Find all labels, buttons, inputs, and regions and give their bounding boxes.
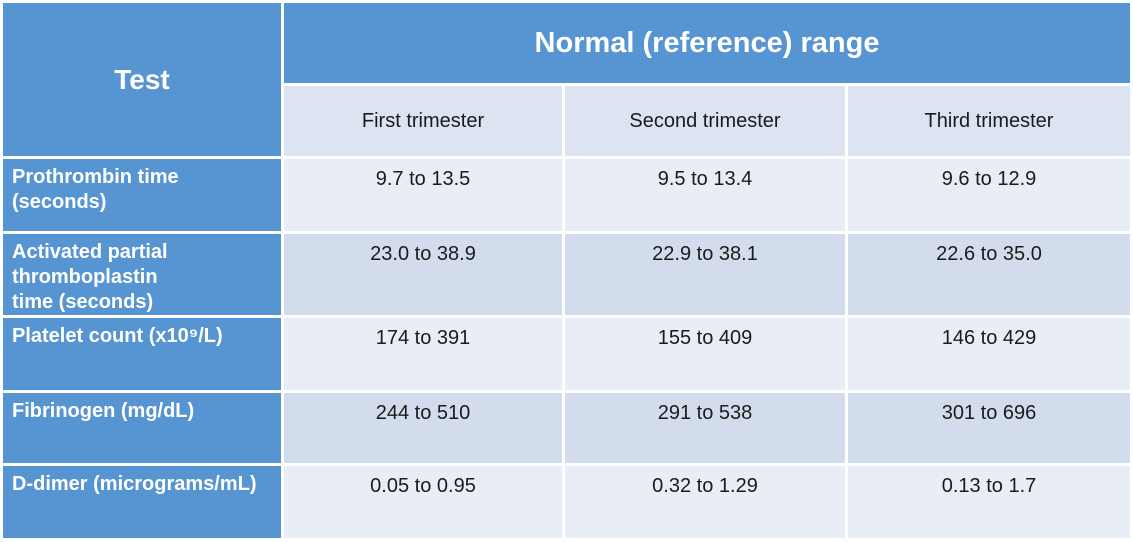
value-cell: 244 to 510 — [284, 393, 562, 463]
value-cell: 0.13 to 1.7 — [848, 466, 1130, 538]
value-cell: 0.32 to 1.29 — [565, 466, 845, 538]
table-row: Activated partial thromboplastin time (s… — [3, 234, 1130, 315]
value-cell: 9.7 to 13.5 — [284, 159, 562, 231]
column-header-first-trimester: First trimester — [284, 86, 562, 156]
row-label-d-dimer: D-dimer (micrograms/mL) — [3, 466, 281, 538]
value-cell: 9.6 to 12.9 — [848, 159, 1130, 231]
value-cell: 301 to 696 — [848, 393, 1130, 463]
value-cell: 22.9 to 38.1 — [565, 234, 845, 315]
value-cell: 291 to 538 — [565, 393, 845, 463]
value-cell: 9.5 to 13.4 — [565, 159, 845, 231]
row-label-prothrombin-time: Prothrombin time (seconds) — [3, 159, 281, 231]
value-cell: 155 to 409 — [565, 318, 845, 390]
table-row: D-dimer (micrograms/mL) 0.05 to 0.95 0.3… — [3, 466, 1130, 538]
table-row: Platelet count (x10⁹/L) 174 to 391 155 t… — [3, 318, 1130, 390]
value-cell: 174 to 391 — [284, 318, 562, 390]
value-cell: 0.05 to 0.95 — [284, 466, 562, 538]
column-header-third-trimester: Third trimester — [848, 86, 1130, 156]
row-label-fibrinogen: Fibrinogen (mg/dL) — [3, 393, 281, 463]
test-column-header: Test — [3, 3, 281, 156]
table-row: Prothrombin time (seconds) 9.7 to 13.5 9… — [3, 159, 1130, 231]
value-cell: 22.6 to 35.0 — [848, 234, 1130, 315]
normal-range-header: Normal (reference) range — [284, 3, 1130, 83]
value-cell: 23.0 to 38.9 — [284, 234, 562, 315]
row-label-platelet-count: Platelet count (x10⁹/L) — [3, 318, 281, 390]
column-header-second-trimester: Second trimester — [565, 86, 845, 156]
value-cell: 146 to 429 — [848, 318, 1130, 390]
row-label-activated-partial-thromboplastin-time: Activated partial thromboplastin time (s… — [3, 234, 281, 315]
table-row: Fibrinogen (mg/dL) 244 to 510 291 to 538… — [3, 393, 1130, 463]
